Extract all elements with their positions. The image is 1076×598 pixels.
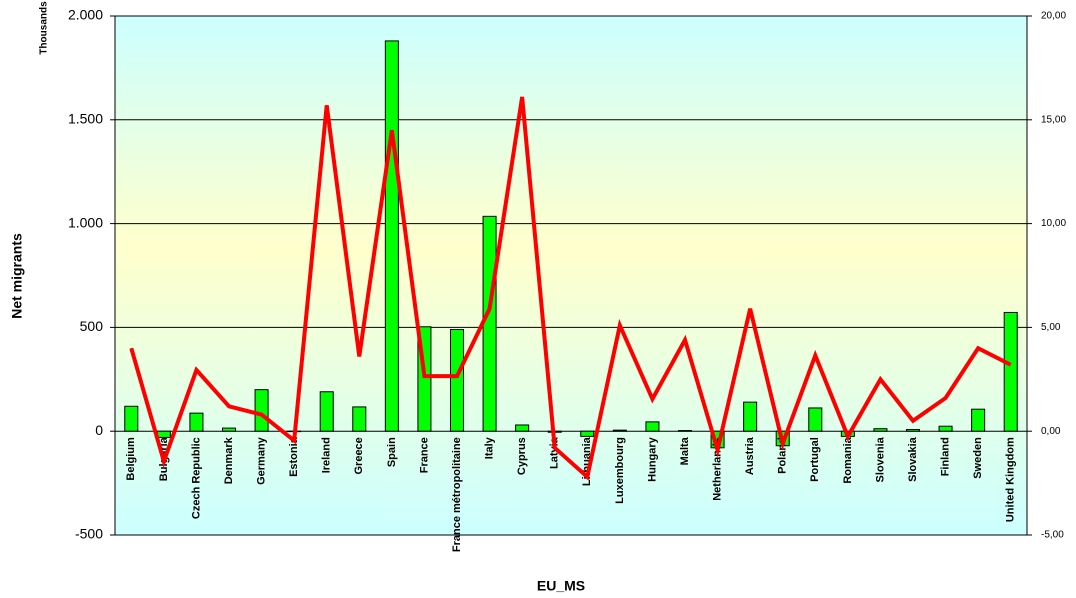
x-tick-label: Ireland (321, 437, 333, 473)
plot-area (114, 15, 1028, 536)
bar (482, 215, 497, 432)
bar (905, 429, 921, 432)
bar (319, 391, 334, 432)
x-tick-label: Cyprus (516, 437, 528, 475)
x-tick-label: Germany (255, 436, 267, 485)
x-tick-label: Poland (777, 437, 789, 474)
x-tick-label: Spain (386, 437, 398, 467)
bar (189, 412, 204, 432)
bar (808, 407, 823, 432)
bar (612, 429, 627, 432)
bar (221, 427, 237, 432)
bar (938, 425, 953, 432)
bar (449, 328, 465, 432)
y2-tick-label: 15,00 (1041, 114, 1066, 125)
x-tick-label: Slovenia (874, 436, 886, 482)
bar (645, 421, 660, 432)
y2-tick-label: 10,00 (1041, 218, 1066, 229)
x-tick-label: Portugal (809, 437, 821, 482)
y-tick-label: 500 (80, 318, 104, 334)
y-tick-label: 2.000 (68, 7, 103, 23)
bar (677, 430, 693, 432)
x-axis-label: EU_MS (537, 578, 585, 594)
bar (873, 428, 888, 432)
y2-tick-label: 0,00 (1041, 426, 1061, 437)
bar (743, 401, 758, 432)
x-tick-label: Romania (842, 436, 854, 483)
y2-tick-label: 5,00 (1041, 322, 1061, 333)
y-axis-label: Net migrants (9, 233, 25, 319)
bar (1003, 311, 1018, 432)
x-tick-label: Malta (679, 436, 691, 465)
y2-tick-label: 20,00 (1041, 11, 1066, 22)
bar (156, 430, 171, 438)
y-tick-label: 1.500 (68, 111, 103, 127)
x-tick-label: Hungary (646, 436, 658, 482)
line (129, 96, 1012, 481)
x-tick-label: Finland (939, 437, 951, 476)
x-tick-label: Czech Republic (190, 437, 202, 519)
y-tick-label: -500 (75, 526, 103, 542)
bar (580, 430, 595, 437)
bar (971, 408, 986, 432)
y-tick-label: 0 (95, 422, 103, 438)
x-tick-label: Belgium (125, 437, 137, 481)
y-unit-label: Thousands (39, 1, 50, 55)
x-tick-label: Latvia (549, 436, 561, 469)
x-tick-label: Greece (353, 437, 365, 474)
x-tick-label: Slovakia (907, 436, 919, 482)
x-tick-label: Luxembourg (614, 437, 626, 504)
x-tick-label: France métropolitaine (451, 437, 463, 552)
x-tick-label: United Kingdom (1005, 437, 1017, 522)
bar (352, 406, 367, 432)
x-tick-label: Netherlands (711, 437, 723, 501)
bar (254, 389, 269, 432)
bar (384, 40, 399, 432)
x-tick-label: Austria (744, 436, 756, 475)
x-tick-label: France (418, 437, 430, 473)
x-tick-label: Estonia (288, 436, 300, 477)
x-tick-label: Sweden (972, 437, 984, 479)
bar (515, 424, 530, 432)
y-tick-label: 1.000 (68, 214, 103, 230)
bar (124, 405, 139, 432)
x-tick-label: Italy (483, 436, 495, 459)
x-tick-label: Denmark (223, 436, 235, 484)
y2-tick-label: -5,00 (1041, 530, 1064, 541)
